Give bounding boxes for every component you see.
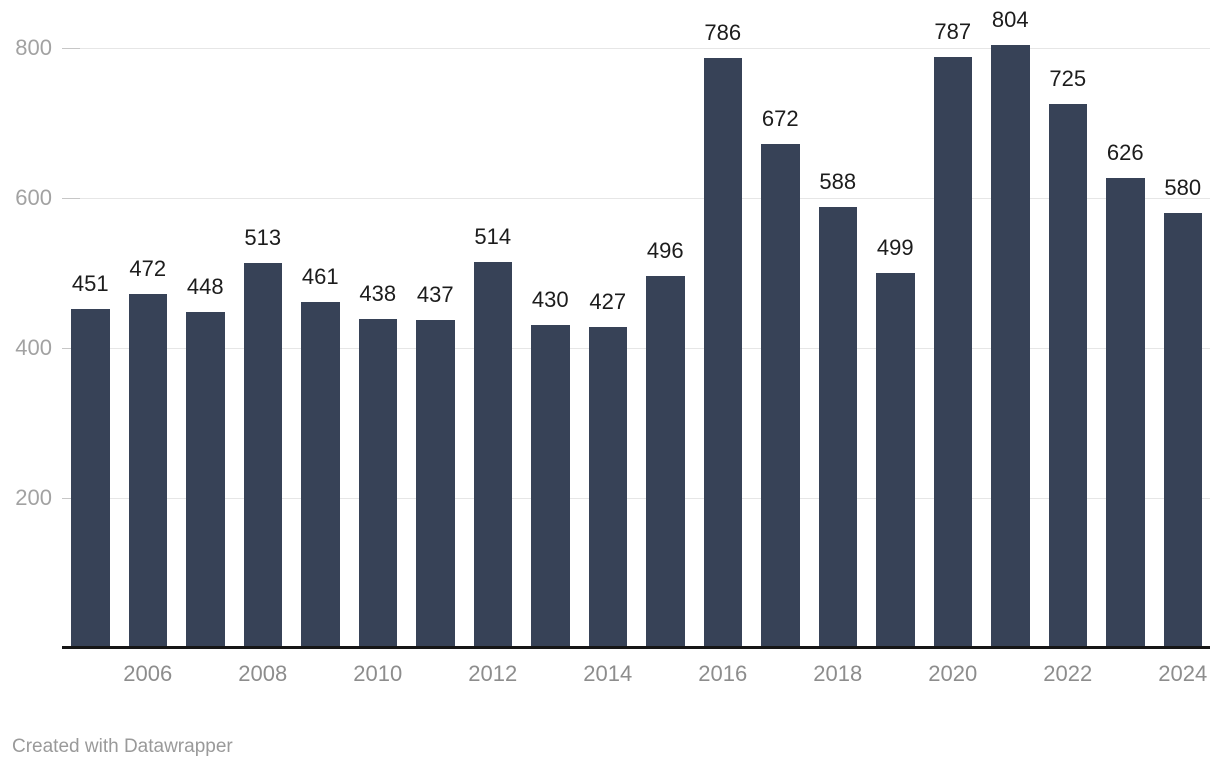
bar-value-label: 513 — [244, 224, 282, 250]
bar[interactable] — [1048, 103, 1087, 647]
bar-value-label: 499 — [876, 235, 914, 261]
bar-value-label: 588 — [819, 168, 857, 194]
bar-value-label: 725 — [1049, 65, 1087, 91]
bar-value-label: 461 — [301, 263, 339, 289]
bar-value-label: 451 — [71, 271, 109, 297]
x-axis-label: 2022 — [1043, 661, 1093, 686]
bar-value-label: 430 — [531, 287, 569, 312]
y-axis-label: 600 — [15, 184, 52, 210]
bar[interactable] — [358, 319, 397, 647]
bar[interactable] — [301, 301, 340, 647]
bar[interactable] — [71, 309, 110, 647]
bar-value-label: 438 — [359, 281, 397, 306]
gridline — [62, 47, 1210, 49]
x-axis-label: 2012 — [468, 661, 518, 686]
bar[interactable] — [128, 293, 167, 647]
bar[interactable] — [818, 206, 857, 647]
bar-value-label: 437 — [416, 281, 454, 307]
bar-value-label: 448 — [186, 273, 224, 299]
y-axis-tick — [62, 197, 80, 199]
bar[interactable] — [1163, 212, 1202, 647]
bar-value-label: 787 — [934, 19, 972, 45]
bar[interactable] — [703, 58, 742, 647]
bar-value-label: 672 — [761, 105, 799, 131]
bar[interactable] — [531, 325, 570, 647]
x-axis-label: 2014 — [583, 661, 633, 686]
bar[interactable] — [243, 262, 282, 647]
bar-value-label: 804 — [991, 6, 1029, 32]
bar-value-label: 786 — [704, 20, 742, 45]
bar-value-label: 514 — [474, 224, 512, 249]
bar-value-label: 427 — [589, 289, 627, 315]
y-axis-tick — [62, 47, 80, 49]
gridline — [62, 347, 1210, 349]
x-axis-line — [62, 646, 1210, 649]
bar[interactable] — [646, 275, 685, 647]
bar[interactable] — [186, 311, 225, 647]
x-axis-label: 2006 — [123, 661, 173, 686]
bar-value-label: 580 — [1164, 174, 1202, 200]
y-axis-label: 800 — [15, 34, 52, 60]
x-axis-label: 2018 — [813, 661, 863, 686]
gridline — [62, 197, 1210, 199]
datawrapper-credit: Created with Datawrapper — [12, 736, 233, 757]
x-axis-label: 2016 — [698, 661, 748, 686]
gridline — [62, 497, 1210, 499]
bar-value-label: 626 — [1106, 140, 1144, 165]
bar[interactable] — [416, 319, 455, 647]
x-axis-label: 2024 — [1158, 661, 1208, 686]
bar[interactable] — [991, 44, 1030, 647]
bar-value-label: 472 — [129, 255, 167, 281]
bar[interactable] — [473, 262, 512, 647]
bar[interactable] — [876, 273, 915, 647]
bar[interactable] — [1106, 178, 1145, 647]
y-axis-label: 200 — [15, 484, 52, 510]
bar[interactable] — [761, 143, 800, 647]
bar[interactable] — [588, 327, 627, 647]
bar[interactable] — [933, 57, 972, 647]
x-axis-label: 2008 — [238, 661, 288, 686]
x-axis-label: 2020 — [928, 661, 978, 686]
x-axis-label: 2010 — [353, 661, 403, 686]
y-axis-label: 400 — [15, 334, 52, 360]
bar-value-label: 496 — [646, 237, 684, 263]
